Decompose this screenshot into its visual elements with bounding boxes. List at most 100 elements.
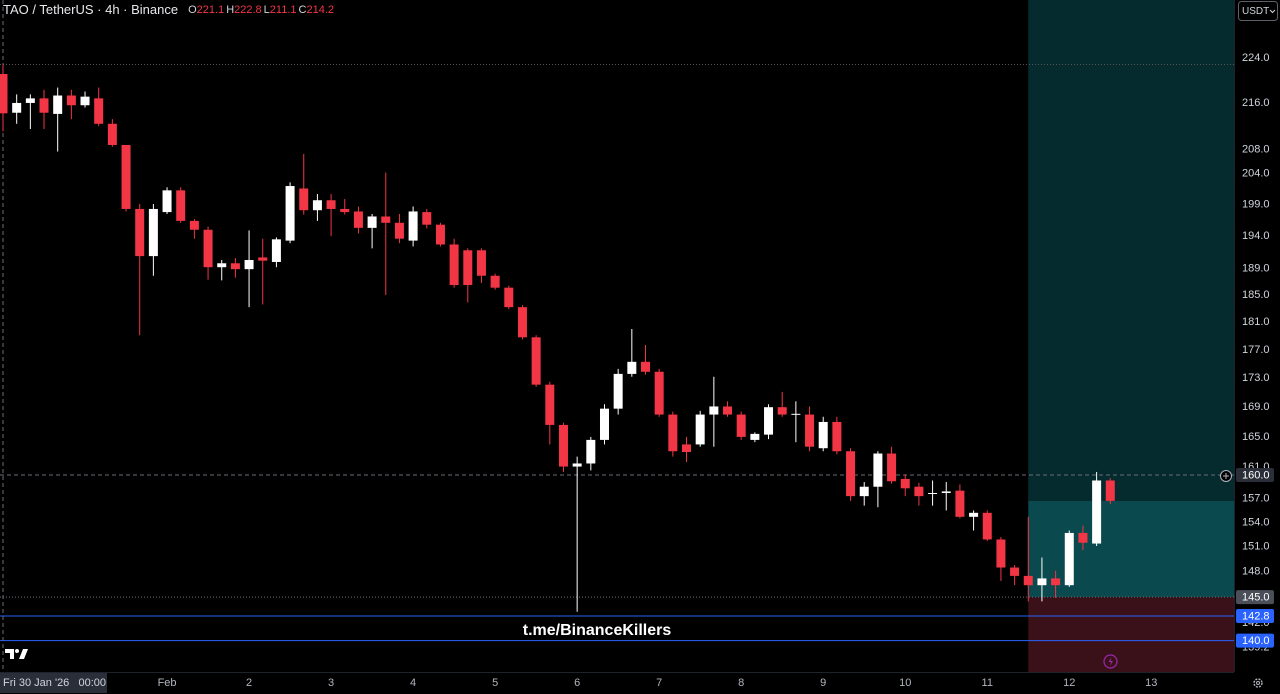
y-tick-label: 204.0 [1242,168,1270,180]
candle-body [709,406,719,415]
candle-body [723,406,733,415]
x-tick-label: 4 [410,677,416,689]
candle-body [558,424,568,467]
candle-body [736,414,746,437]
candle-body [641,361,651,372]
candle-body [504,287,514,308]
x-tick-label: 8 [738,677,744,689]
candle-body [340,208,350,213]
y-tick-label: 224.0 [1242,52,1270,64]
y-tick-label: 157.0 [1242,492,1270,504]
y-tick-label: 165.0 [1242,431,1270,443]
candle-body [121,144,131,209]
price-label: 145.0 [1242,592,1270,604]
candle-body [818,421,828,449]
candle-body [545,384,555,425]
y-tick-label: 216.0 [1242,97,1270,109]
ohlc-value: 211.1 [269,4,297,16]
price-label-box [1236,590,1274,605]
x-tick-label: 3 [328,677,334,689]
candle-body [791,413,801,415]
crosshair-time-label: Fri 30 Jan '26 00:00 [3,677,106,689]
candle-body [135,208,145,257]
candle-body [176,190,186,221]
candle-body [25,98,35,103]
profit-zone-far [1028,0,1234,501]
x-tick-label: 12 [1063,677,1075,689]
price-label-box [1236,633,1274,648]
ohlc-label: L [263,4,270,16]
candle-body [941,491,951,493]
candle-body [271,239,281,262]
candle-body [777,407,787,415]
candle-body [490,275,500,288]
candle-body [230,263,240,270]
x-tick-label: 2 [246,677,252,689]
candle-body [312,200,322,211]
price-label: 160.0 [1242,469,1270,481]
candle-body [517,307,527,338]
x-tick-label: 5 [492,677,498,689]
candle-body [148,208,158,257]
candle-body [1105,480,1115,501]
x-tick-label: 9 [820,677,826,689]
candle-body [1023,575,1033,586]
candle-body [12,102,22,113]
symbol-header: TAO / TetherUS · 4h · Binance O 221.1 H 222… [3,2,334,19]
loss-zone [1028,597,1234,672]
y-tick-label: 148.0 [1242,566,1270,578]
currency-button[interactable]: USDT [1238,1,1278,21]
candle-body [422,212,432,225]
ohlc-value: 214.2 [306,4,334,16]
settings-button[interactable] [1253,678,1263,688]
candle-body [94,98,104,124]
y-tick-label: 208.0 [1242,144,1270,156]
ohlc-value: 221.1 [196,4,225,16]
candle-body [107,123,117,145]
candle-body [832,421,842,452]
candle-body [285,186,295,241]
candle-body [928,492,938,494]
candle-body [80,96,90,106]
candle-body [435,224,445,245]
y-tick-label: 173.0 [1242,372,1270,384]
candle-body [859,486,869,497]
candle-body [0,74,8,114]
candle-body [914,486,924,497]
candle-body [750,433,760,440]
ohlc-label: H [226,4,235,16]
candle-body [982,512,992,540]
candle-body [381,216,391,223]
candle-body [572,463,582,467]
x-tick-label: 7 [656,677,662,689]
candle-body [654,371,664,415]
price-label-box [1236,609,1274,624]
candle-body [805,414,815,447]
candle-body [258,257,268,261]
candle-body [873,453,883,487]
symbol-title: TAO / TetherUS · 4h · Binance [3,2,179,17]
candle-body [326,200,336,209]
y-tick-label: 181.0 [1242,316,1270,328]
y-tick-label: 194.0 [1242,230,1270,242]
add-alert-button[interactable] [1220,470,1232,482]
candle-body [531,337,541,385]
y-tick-label: 169.0 [1242,401,1270,413]
y-tick-label: 151.0 [1242,541,1270,553]
candle-body [162,190,172,213]
candle-body [39,98,49,113]
candle-body [53,95,63,114]
candle-body [244,260,254,270]
candle-body [353,211,363,228]
alert-icon[interactable] [1103,654,1118,669]
candle-body [408,211,418,241]
watermark: t.me/BinanceKillers [523,622,672,639]
y-tick-label: 185.0 [1242,289,1270,301]
candle-body [1064,532,1074,586]
y-tick-label: 189.0 [1242,262,1270,274]
candle-body [846,451,856,497]
x-tick-label: 6 [574,677,580,689]
candle-body [887,453,897,482]
candle-body [189,220,199,230]
